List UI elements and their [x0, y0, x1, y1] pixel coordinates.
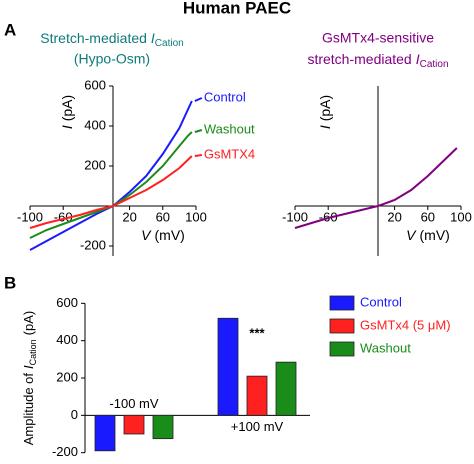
y-tick-label: 200 [84, 157, 106, 172]
y-tick-label: -200 [80, 237, 106, 252]
axis-symbol: V [406, 227, 417, 243]
label-leader [194, 97, 203, 102]
x-tick-label: 60 [421, 209, 435, 224]
series-label: GsMTX4 [204, 146, 255, 161]
y-tick-label: 400 [56, 332, 78, 347]
series-line [294, 147, 458, 229]
axis-symbol: I [59, 125, 75, 129]
panel-label: A [4, 20, 16, 39]
category-label: +100 mV [231, 419, 284, 434]
y-tick-label: 600 [84, 77, 106, 92]
legend-label: GsMTx4 (5 μM) [360, 317, 451, 332]
legend-label: Washout [360, 340, 411, 355]
x-tick-label: -100 [282, 209, 308, 224]
axis-symbol: I [21, 365, 36, 369]
title-text: stretch-mediated [307, 51, 411, 67]
chart-title: Stretch-mediated ICation [40, 30, 183, 49]
y-axis-label: I (pA) [59, 95, 75, 129]
series-label: Control [204, 89, 246, 104]
legend-swatch [329, 295, 355, 311]
title-symbol: I [151, 30, 155, 46]
series-line [29, 131, 193, 239]
legend-swatch [329, 341, 355, 357]
axis-unit: (pA) [21, 311, 36, 336]
y-tick-label: 200 [56, 369, 78, 384]
axis-unit: (mV) [420, 227, 450, 243]
x-tick-label: -60 [319, 209, 338, 224]
x-tick-label: -100 [17, 209, 43, 224]
axis-unit: (pA) [59, 95, 75, 121]
y-axis-label: I (pA) [317, 95, 333, 129]
y-tick-label: -200 [52, 444, 78, 459]
series-line [29, 100, 193, 251]
x-axis-label: V (mV) [141, 227, 185, 243]
y-tick-label: 0 [71, 407, 78, 422]
chart-title: GsMTx4-sensitive [322, 30, 434, 46]
axis-subscript: Cation [28, 339, 38, 365]
axis-symbol: I [317, 125, 333, 129]
axis-text: Amplitude of [21, 373, 36, 446]
x-axis-label: V (mV) [406, 227, 450, 243]
title-symbol: I [416, 51, 420, 67]
y-tick-label: 600 [56, 295, 78, 310]
bar [152, 414, 174, 440]
bar [123, 414, 145, 435]
x-tick-label: 100 [185, 209, 207, 224]
x-tick-label: 20 [387, 209, 401, 224]
axis-unit: (mV) [155, 227, 185, 243]
label-leader [194, 154, 202, 157]
series-line [29, 155, 193, 229]
bar [217, 317, 239, 416]
series-label: Washout [204, 121, 255, 136]
legend-label: Control [360, 294, 402, 309]
title-subscript: Cation [420, 59, 449, 70]
significance: *** [249, 326, 265, 341]
y-axis-label: Amplitude of ICation (pA) [21, 311, 38, 445]
axis-symbol: V [141, 227, 152, 243]
figure-title: Human PAEC [183, 0, 291, 17]
x-tick-label: 60 [156, 209, 170, 224]
category-label: -100 mV [109, 396, 158, 411]
title-text: Stretch-mediated [40, 30, 147, 46]
panel-label: B [4, 273, 16, 292]
bar [94, 414, 116, 452]
y-tick-label: 400 [84, 117, 106, 132]
axis-unit: (pA) [317, 95, 333, 121]
chart-title: (Hypo-Osm) [74, 51, 150, 67]
title-subscript: Cation [155, 38, 184, 49]
x-tick-label: 20 [122, 209, 136, 224]
label-leader [194, 129, 203, 133]
bar [246, 375, 268, 416]
bar [275, 361, 297, 416]
x-tick-label: 100 [450, 209, 472, 224]
chart-title: stretch-mediated ICation [307, 51, 448, 70]
legend-swatch [329, 318, 355, 334]
